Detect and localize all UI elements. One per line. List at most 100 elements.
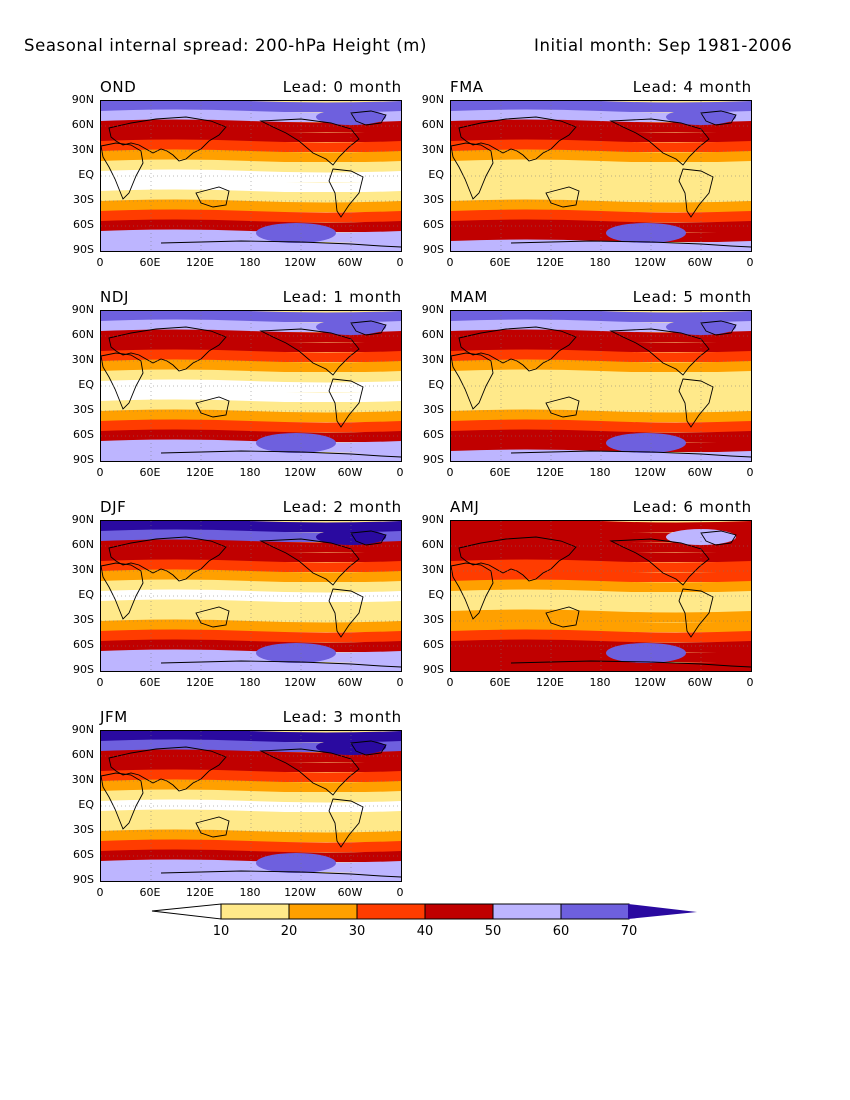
shading-blob bbox=[481, 335, 541, 347]
longitude-tick-label: 60E bbox=[139, 466, 161, 479]
coastline bbox=[101, 562, 144, 620]
latitude-tick-label: EQ bbox=[78, 378, 94, 391]
coastline bbox=[195, 816, 230, 838]
latitude-tick-label: 60N bbox=[71, 748, 94, 761]
latitude-tick-label: 30S bbox=[423, 403, 444, 416]
longitude-tick-label: 120E bbox=[186, 466, 214, 479]
shading-band bbox=[101, 629, 401, 642]
shading-band bbox=[101, 209, 401, 222]
shading-blob bbox=[256, 853, 336, 873]
shading-blob bbox=[481, 125, 541, 137]
shading-band bbox=[451, 589, 751, 602]
latitude-tick-label: 90S bbox=[423, 453, 444, 466]
map-panel-djf: DJF Lead: 2 month 90N 60N 30N EQ 30S 60S 90S 0 60E… bbox=[72, 498, 404, 689]
panel-season-label: FMA bbox=[450, 78, 484, 96]
shading-blob bbox=[256, 223, 336, 243]
shading-blob bbox=[606, 223, 686, 243]
longitude-tick-label: 180 bbox=[239, 676, 261, 689]
longitude-tick-label: 180 bbox=[589, 256, 611, 269]
panel-lead-label: Lead: 5 month bbox=[632, 288, 752, 306]
shading-band bbox=[101, 311, 401, 322]
coastline bbox=[350, 530, 387, 546]
longitude-tick-label: 60E bbox=[489, 466, 511, 479]
shading-band bbox=[451, 419, 751, 432]
panel-lead-label: Lead: 1 month bbox=[282, 288, 402, 306]
coastline bbox=[328, 378, 364, 428]
longitude-tick-label: 120W bbox=[634, 676, 666, 689]
coastline bbox=[328, 168, 364, 218]
latitude-tick-label: 30S bbox=[73, 193, 94, 206]
colorbar-tick-label: 50 bbox=[484, 924, 502, 939]
colorbar-segment bbox=[492, 903, 562, 920]
longitude-tick-label: 180 bbox=[239, 886, 261, 899]
longitude-tick-label: 0 bbox=[746, 256, 754, 269]
coastline bbox=[609, 118, 710, 166]
coastline bbox=[545, 186, 580, 208]
longitude-tick-label: 0 bbox=[96, 256, 104, 269]
coastline bbox=[108, 116, 227, 162]
shading-band bbox=[101, 419, 401, 432]
shading-band bbox=[451, 209, 751, 222]
panel-season-label: MAM bbox=[450, 288, 488, 306]
longitude-tick-label: 120W bbox=[284, 466, 316, 479]
spread-map bbox=[100, 310, 402, 462]
coastline bbox=[350, 110, 387, 126]
shading-band bbox=[451, 189, 751, 202]
coastline bbox=[451, 142, 494, 200]
longitude-tick-label: 60W bbox=[687, 256, 713, 269]
coastline bbox=[458, 536, 577, 582]
colorbar-segment bbox=[424, 903, 494, 920]
latitude-tick-label: 90N bbox=[421, 303, 444, 316]
coastline bbox=[259, 328, 360, 376]
colorbar-tick-label: 40 bbox=[416, 924, 434, 939]
shading-blob bbox=[606, 433, 686, 453]
latitude-tick-label: 30S bbox=[73, 613, 94, 626]
coastline bbox=[160, 660, 401, 668]
latitude-tick-label: 30N bbox=[421, 143, 444, 156]
latitude-tick-label: 60N bbox=[421, 328, 444, 341]
latitude-tick-label: 30N bbox=[421, 353, 444, 366]
latitude-tick-label: EQ bbox=[78, 168, 94, 181]
spread-map bbox=[100, 520, 402, 672]
panel-season-label: NDJ bbox=[100, 288, 129, 306]
map-panel-jfm: JFM Lead: 3 month 90N 60N 30N EQ 30S 60S 90S 0 60E… bbox=[72, 708, 404, 899]
shading-blob bbox=[131, 125, 191, 137]
latitude-tick-label: 90N bbox=[71, 93, 94, 106]
longitude-tick-label: 0 bbox=[746, 676, 754, 689]
latitude-tick-label: 90S bbox=[423, 243, 444, 256]
coastline bbox=[160, 870, 401, 878]
longitude-tick-label: 180 bbox=[589, 466, 611, 479]
longitude-tick-label: 120E bbox=[536, 676, 564, 689]
longitude-tick-label: 60E bbox=[139, 256, 161, 269]
latitude-tick-label: 90S bbox=[73, 663, 94, 676]
panel-lead-label: Lead: 6 month bbox=[632, 498, 752, 516]
coastline bbox=[545, 396, 580, 418]
longitude-tick-label: 60W bbox=[337, 676, 363, 689]
shading-band bbox=[101, 379, 401, 392]
coastline bbox=[101, 352, 144, 410]
longitude-tick-label: 120E bbox=[536, 256, 564, 269]
map-panel-amj: AMJ Lead: 6 month 90N 60N 30N EQ 30S 60S 90S 0 60E… bbox=[422, 498, 754, 689]
latitude-tick-label: EQ bbox=[78, 798, 94, 811]
longitude-tick-label: 60W bbox=[337, 466, 363, 479]
shading-band bbox=[101, 589, 401, 602]
coastline bbox=[510, 450, 751, 458]
longitude-tick-label: 60E bbox=[489, 256, 511, 269]
longitude-tick-label: 180 bbox=[239, 256, 261, 269]
coastline bbox=[259, 118, 360, 166]
panel-lead-label: Lead: 3 month bbox=[282, 708, 402, 726]
latitude-tick-label: 30S bbox=[423, 613, 444, 626]
shading-band bbox=[101, 731, 401, 742]
map-panel-ndj: NDJ Lead: 1 month 90N 60N 30N EQ 30S 60S 90S 0 60E… bbox=[72, 288, 404, 479]
longitude-tick-label: 120W bbox=[284, 886, 316, 899]
longitude-tick-label: 120W bbox=[634, 466, 666, 479]
map-panel-fma: FMA Lead: 4 month 90N 60N 30N EQ 30S 60S 90S 0 60E… bbox=[422, 78, 754, 269]
colorbar-right-arrow bbox=[628, 904, 697, 919]
longitude-tick-label: 0 bbox=[446, 256, 454, 269]
latitude-tick-label: 30S bbox=[423, 193, 444, 206]
longitude-tick-label: 0 bbox=[446, 676, 454, 689]
latitude-tick-label: 60N bbox=[71, 328, 94, 341]
latitude-tick-label: 60S bbox=[423, 218, 444, 231]
latitude-tick-label: 90N bbox=[71, 303, 94, 316]
shading-band bbox=[451, 101, 751, 112]
